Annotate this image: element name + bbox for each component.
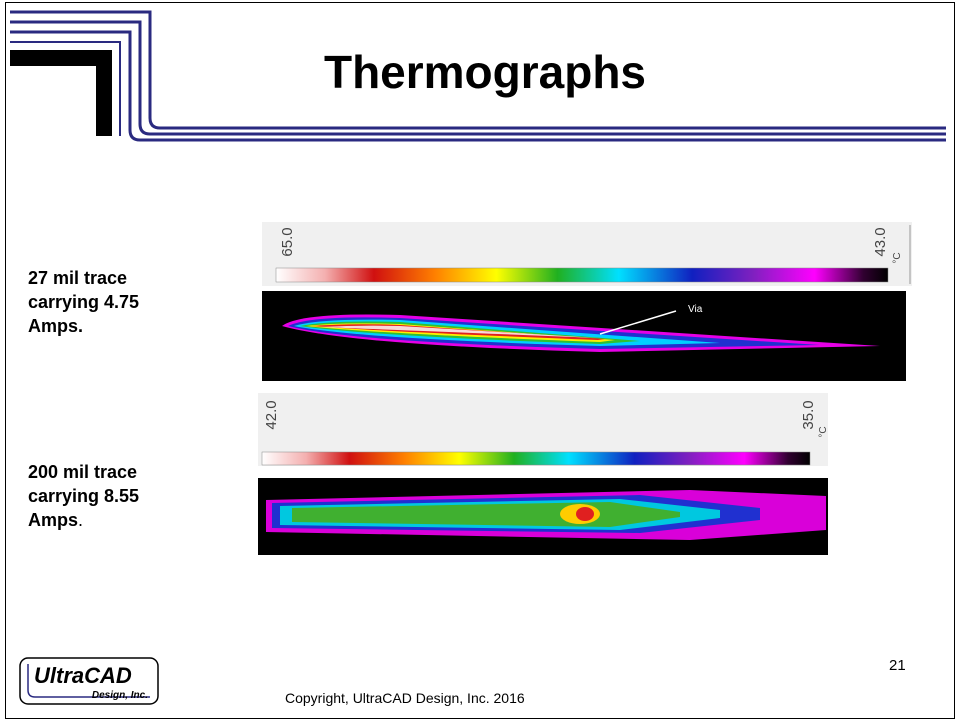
scale-min: 43.0 <box>872 227 889 256</box>
scale-unit: °C <box>892 252 903 263</box>
caption-tail: . <box>78 510 83 530</box>
caption-text: 200 mil trace carrying 8.55 Amps <box>28 462 139 530</box>
annotation: Via <box>688 304 703 315</box>
logo: UltraCAD Design, Inc. <box>20 658 158 704</box>
page-number: 21 <box>889 657 906 674</box>
caption-text: 27 mil trace carrying 4.75 Amps. <box>28 268 139 336</box>
color-bar <box>276 268 888 282</box>
slide-graphics: Thermographs 65.0 43.0 °C Via 42.0 35.0 … <box>0 0 960 721</box>
slide: Thermographs 65.0 43.0 °C Via 42.0 35.0 … <box>0 0 960 721</box>
color-bar <box>262 452 810 465</box>
logo-tagline: Design, Inc. <box>92 690 148 701</box>
scale-min: 35.0 <box>800 400 817 429</box>
logo-name: UltraCAD <box>34 663 132 688</box>
copyright: Copyright, UltraCAD Design, Inc. 2016 <box>285 690 525 706</box>
scale-max: 42.0 <box>263 400 280 429</box>
caption: 200 mil trace carrying 8.55 Amps. <box>28 460 196 532</box>
slide-title: Thermographs <box>324 46 646 98</box>
scale-unit: °C <box>818 426 829 437</box>
scale-max: 65.0 <box>279 227 296 256</box>
caption: 27 mil trace carrying 4.75 Amps. <box>28 266 196 338</box>
